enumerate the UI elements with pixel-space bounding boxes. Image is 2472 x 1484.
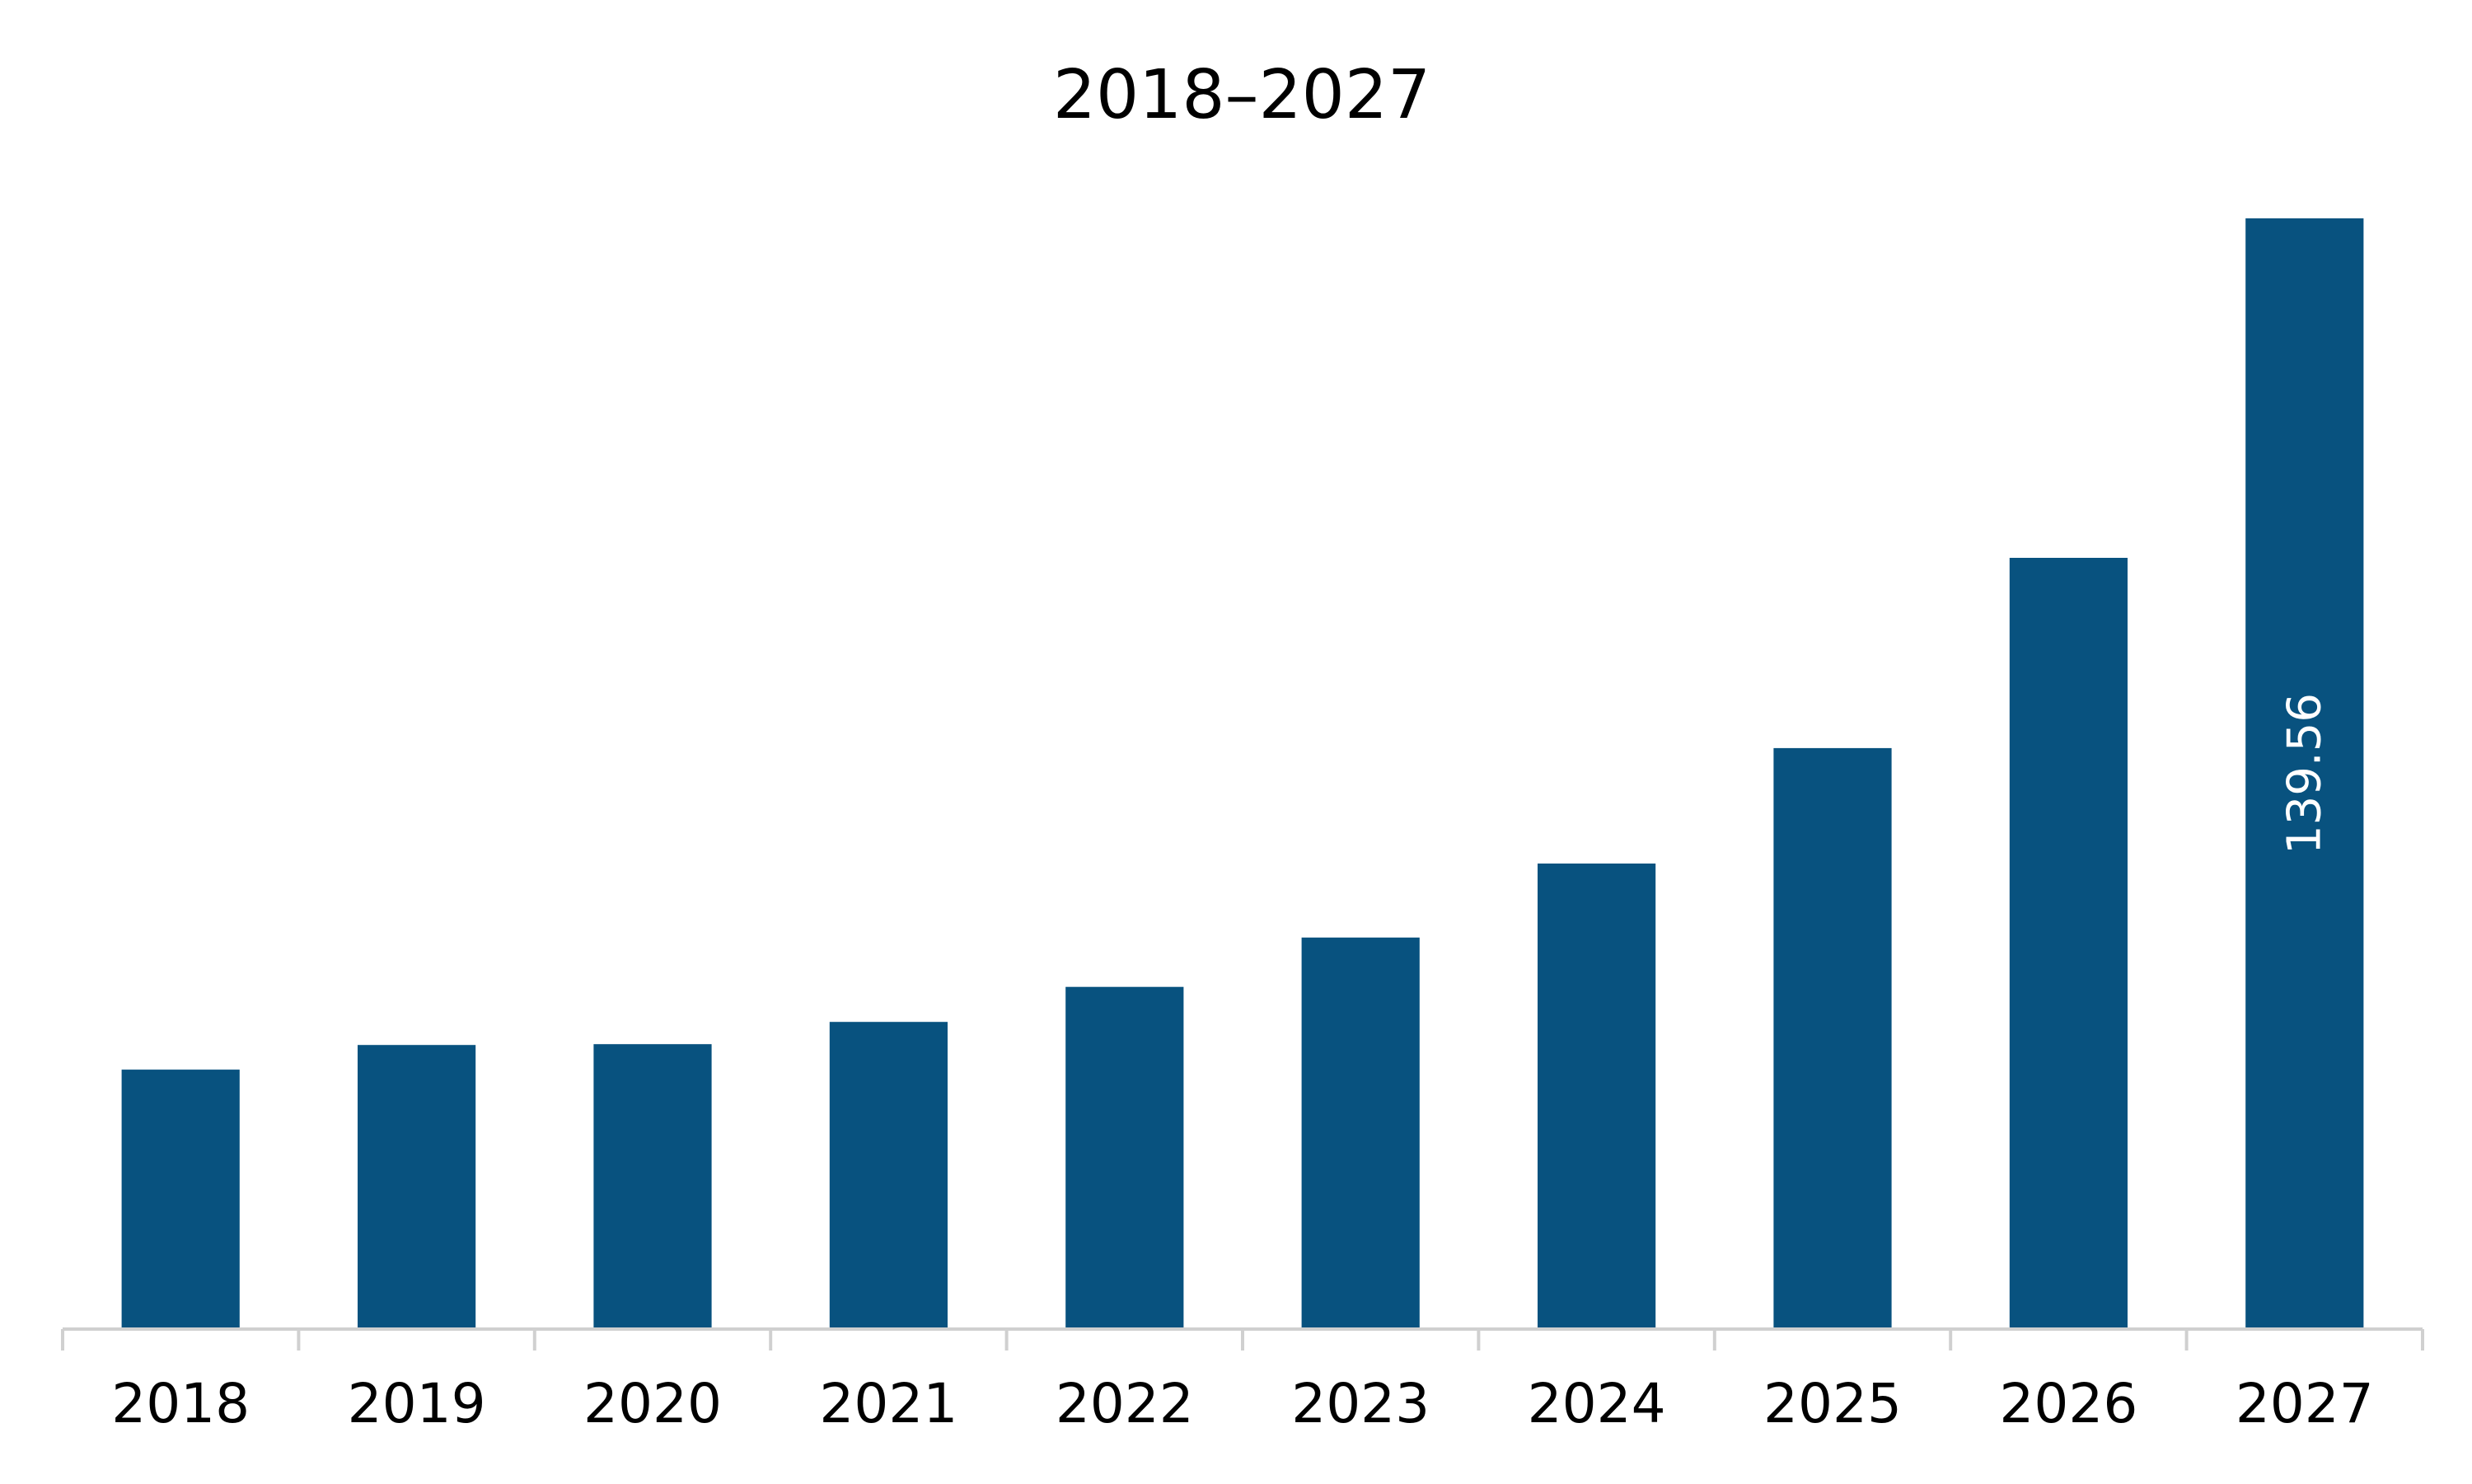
- x-tick-label-2027: 2027: [2236, 1372, 2374, 1435]
- bar-2026: [2009, 558, 2128, 1329]
- data-label-2027: 139.56: [2278, 693, 2331, 854]
- x-tick-label-2022: 2022: [1056, 1372, 1194, 1435]
- x-tick-label-2026: 2026: [1999, 1372, 2137, 1435]
- x-tick-label-2018: 2018: [111, 1372, 250, 1435]
- bars: [121, 218, 2364, 1329]
- bar-2020: [593, 1044, 712, 1329]
- x-tick-label-2019: 2019: [348, 1372, 486, 1435]
- bar-2025: [1773, 747, 1892, 1329]
- bar-2023: [1301, 937, 1420, 1329]
- x-tick-label-2023: 2023: [1291, 1372, 1430, 1435]
- bar-2018: [121, 1070, 240, 1329]
- bar-2019: [358, 1045, 476, 1329]
- x-tick-label-2024: 2024: [1528, 1372, 1666, 1435]
- bar-2024: [1538, 864, 1656, 1329]
- x-tick-labels: 2018 2019 2020 2021 2022 2023 2024 2025 2026 2027: [111, 1372, 2374, 1435]
- x-tick-label-2021: 2021: [819, 1372, 957, 1435]
- x-axis: [61, 1327, 2424, 1351]
- chart-title: 2018–2027: [1053, 56, 1430, 134]
- bar-2021: [829, 1022, 948, 1329]
- data-labels: 139.56: [2278, 693, 2331, 854]
- bar-2022: [1065, 986, 1184, 1329]
- bar-2027: [2245, 218, 2364, 1329]
- x-tick-label-2025: 2025: [1763, 1372, 1902, 1435]
- x-tick-label-2020: 2020: [583, 1372, 722, 1435]
